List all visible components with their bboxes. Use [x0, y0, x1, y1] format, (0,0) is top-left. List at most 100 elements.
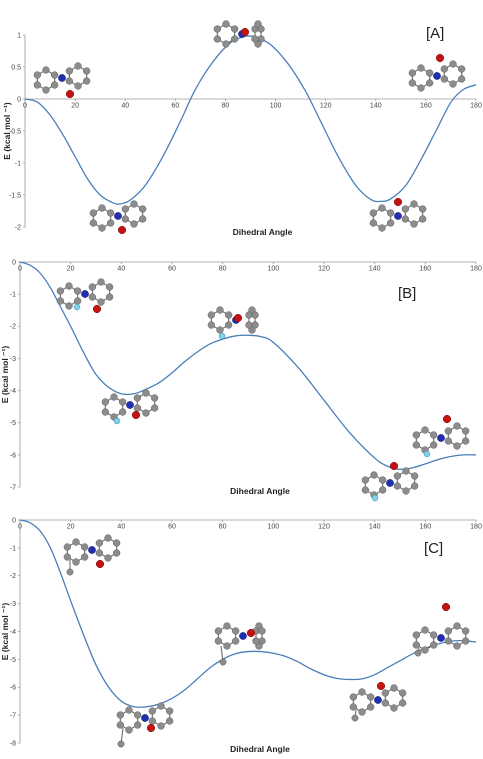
x-tick-label: 80 — [219, 524, 227, 531]
nitrogen-atom-icon — [374, 696, 382, 704]
carbon-atom-icon — [369, 209, 377, 217]
carbon-atom-icon — [417, 64, 425, 72]
carbon-atom-icon — [399, 699, 407, 707]
oxygen-atom-icon — [146, 723, 156, 733]
nitrogen-atom-icon — [141, 714, 149, 722]
chart-panel-3: 0 20 40 60 80 100 120 140 160 180 0 -1 -2 -3 -4 -5 -6 -7 -… — [0, 517, 482, 754]
carbon-atom-icon — [72, 538, 80, 546]
carbon-atom-icon — [361, 486, 369, 494]
oxygen-atom-icon — [389, 461, 399, 471]
chart-panel-1: 0 20 40 60 80 100 120 140 160 180 1 0.5 0 -0.5 -1 -1.5 -… — [2, 25, 482, 237]
carbon-atom-icon — [462, 437, 470, 445]
carbon-atom-icon — [390, 704, 398, 712]
y-tick-label: -8 — [10, 740, 16, 747]
molecule-conformer-icon — [56, 278, 114, 314]
energy-curve-series-1 — [24, 35, 477, 205]
nitrogen-atom-icon — [386, 479, 394, 487]
carbon-atom-icon — [166, 717, 174, 725]
carbon-atom-icon — [358, 708, 366, 716]
carbon-atom-icon — [130, 200, 138, 208]
carbon-atom-icon — [232, 627, 240, 635]
carbon-atom-icon — [134, 721, 142, 729]
carbon-atom-icon — [56, 287, 64, 295]
carbon-atom-icon — [148, 707, 156, 715]
carbon-atom-icon — [393, 482, 401, 490]
nitrogen-atom-icon — [58, 74, 66, 82]
carbon-atom-icon — [74, 287, 82, 295]
x-axis-label: Dihedral Angle — [230, 486, 290, 496]
carbon-atom-icon — [223, 642, 231, 650]
carbon-atom-icon — [110, 393, 118, 401]
carbon-atom-icon — [449, 80, 457, 88]
fluorine-atom-icon — [73, 303, 81, 311]
y-tick-label: -6 — [10, 452, 16, 459]
carbon-atom-icon — [97, 278, 105, 286]
carbon-atom-icon — [117, 740, 125, 748]
carbon-atom-icon — [207, 321, 215, 329]
carbon-atom-icon — [412, 441, 420, 449]
carbon-atom-icon — [139, 205, 147, 213]
carbon-atom-icon — [258, 627, 266, 635]
carbon-atom-icon — [225, 321, 233, 329]
x-tick-label: 80 — [222, 103, 230, 110]
carbon-atom-icon — [370, 471, 378, 479]
carbon-atom-icon — [56, 297, 64, 305]
y-tick-label: -5 — [10, 657, 16, 664]
carbon-atom-icon — [412, 431, 420, 439]
nitrogen-atom-icon — [394, 212, 402, 220]
x-tick-label: 40 — [117, 266, 125, 273]
carbon-atom-icon — [223, 622, 231, 630]
y-tick-label: -2 — [10, 573, 16, 580]
carbon-atom-icon — [88, 283, 96, 291]
carbon-atom-icon — [402, 487, 410, 495]
oxygen-atom-icon — [117, 225, 127, 235]
carbon-atom-icon — [106, 283, 114, 291]
x-axis-label: Dihedral Angle — [230, 744, 290, 754]
oxygen-atom-icon — [435, 53, 445, 63]
carbon-atom-icon — [142, 389, 150, 397]
carbon-atom-icon — [104, 534, 112, 542]
carbon-atom-icon — [369, 219, 377, 227]
molecule-conformer-icon — [207, 306, 259, 340]
carbon-atom-icon — [98, 224, 106, 232]
carbon-atom-icon — [72, 558, 80, 566]
carbon-atom-icon — [81, 543, 89, 551]
chart-panel-2: 0 20 40 60 80 100 120 140 160 180 0 -1 -2 -3 -4 -5 -6 -7 D… — [0, 259, 482, 496]
x-tick-label: 140 — [369, 266, 381, 273]
molecule-conformer-icon — [412, 602, 470, 657]
x-tick-label: 20 — [67, 266, 75, 273]
carbon-atom-icon — [349, 703, 357, 711]
carbon-atom-icon — [214, 627, 222, 635]
y-tick-label: 0.5 — [11, 64, 21, 71]
carbon-atom-icon — [225, 311, 233, 319]
carbon-atom-icon — [444, 427, 452, 435]
carbon-atom-icon — [121, 215, 129, 223]
carbon-atom-icon — [430, 631, 438, 639]
carbon-atom-icon — [101, 398, 109, 406]
carbon-atom-icon — [378, 224, 386, 232]
panel-label: [B] — [398, 285, 416, 302]
carbon-atom-icon — [252, 637, 260, 645]
carbon-atom-icon — [349, 693, 357, 701]
carbon-atom-icon — [444, 437, 452, 445]
nitrogen-atom-icon — [126, 401, 134, 409]
carbon-atom-icon — [97, 298, 105, 306]
carbon-atom-icon — [421, 646, 429, 654]
carbon-atom-icon — [401, 215, 409, 223]
x-tick-label: 20 — [71, 103, 79, 110]
x-tick-label: 80 — [219, 266, 227, 273]
molecule-conformer-icon — [89, 200, 147, 235]
carbon-atom-icon — [379, 476, 387, 484]
carbon-atom-icon — [51, 81, 59, 89]
carbon-atom-icon — [444, 627, 452, 635]
y-axis-label: E (kcal mol ⁻¹) — [0, 346, 10, 404]
y-tick-label: -2 — [10, 324, 16, 331]
oxygen-atom-icon — [131, 410, 141, 420]
carbon-atom-icon — [214, 637, 222, 645]
y-tick-label: -4 — [10, 388, 16, 395]
x-tick-label: 40 — [121, 103, 129, 110]
carbon-atom-icon — [402, 467, 410, 475]
carbon-atom-icon — [65, 67, 73, 75]
carbon-atom-icon — [245, 321, 253, 329]
carbon-atom-icon — [379, 486, 387, 494]
